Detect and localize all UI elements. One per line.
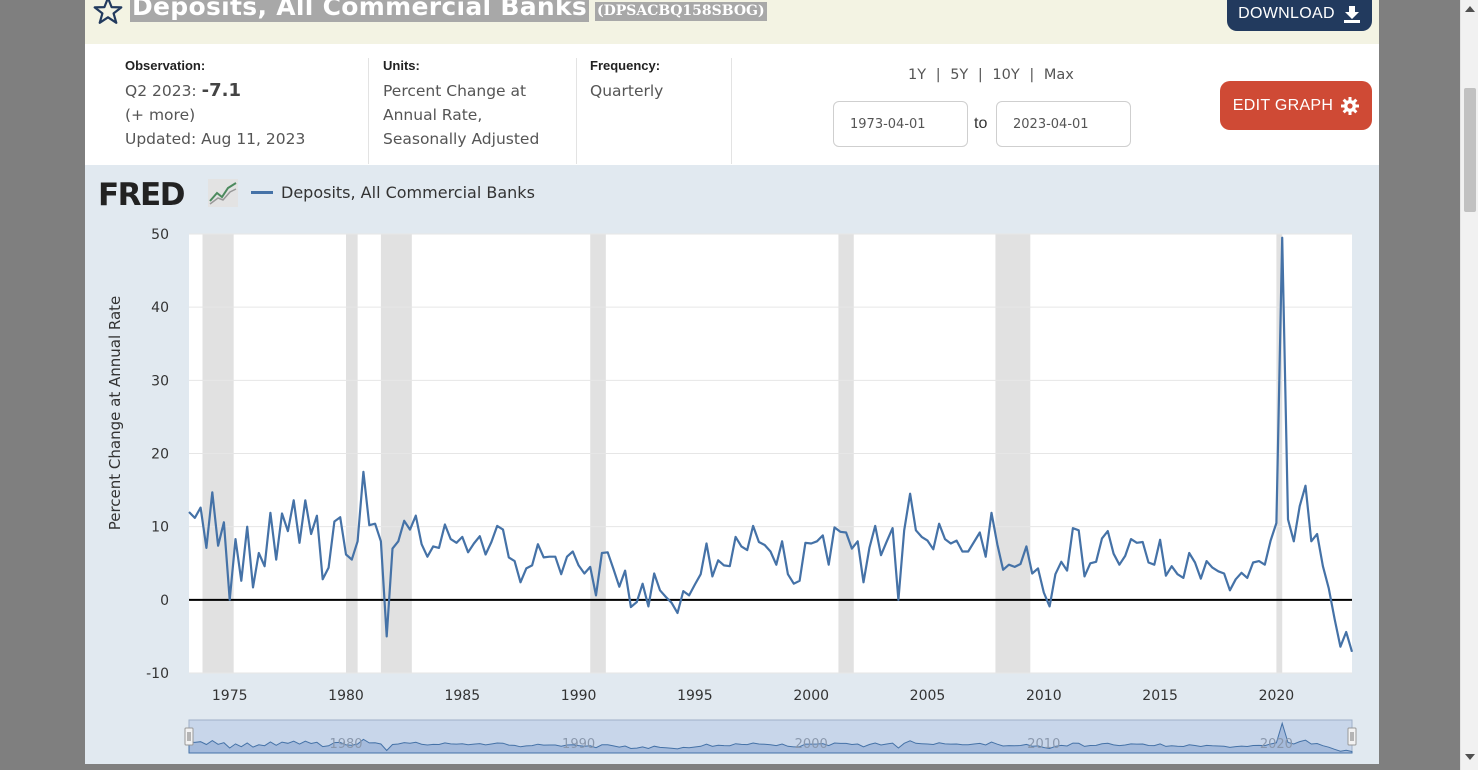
range-max-link[interactable]: Max — [1043, 67, 1074, 83]
navigator-handle[interactable] — [184, 727, 194, 746]
line-chart[interactable]: -10 0 10 20 30 40 50 1975 1980 1985 1990 1995 2000 2… — [85, 165, 1379, 764]
legend-swatch — [251, 191, 273, 194]
scroll-down-icon[interactable] — [1465, 754, 1475, 760]
navigator-label: 2020 — [1260, 737, 1293, 752]
units-block: Units: Percent Change at Annual Rate, Se… — [368, 58, 576, 164]
range-1y-link[interactable]: 1Y — [908, 67, 927, 83]
download-button[interactable]: DOWNLOAD — [1227, 0, 1372, 31]
units-label: Units: — [383, 58, 420, 73]
navigator-label: 2010 — [1027, 737, 1060, 752]
observation-label: Observation: — [125, 58, 206, 73]
units-line-3: Seasonally Adjusted — [383, 130, 540, 148]
navigator-label: 2000 — [795, 737, 828, 752]
x-tick-label: 1995 — [677, 688, 713, 704]
observation-period: Q2 2023: — [125, 82, 197, 100]
page-scrollbar[interactable] — [1460, 0, 1478, 770]
series-id: (DPSACBQ158SBOG) — [595, 2, 767, 21]
y-tick-label: 0 — [160, 593, 169, 609]
series-meta: Observation: Q2 2023: -7.1 (+ more) Upda… — [85, 44, 1379, 165]
meta-divider — [731, 58, 732, 164]
y-tick-label: -10 — [146, 666, 169, 682]
date-to-label: to — [974, 115, 988, 132]
observation-value: -7.1 — [201, 80, 241, 101]
observation-block: Observation: Q2 2023: -7.1 (+ more) Upda… — [125, 58, 368, 164]
updated-date: Updated: Aug 11, 2023 — [125, 130, 306, 148]
x-tick-label: 2020 — [1259, 688, 1295, 704]
y-tick-label: 30 — [151, 373, 169, 389]
y-axis-label: Percent Change at Annual Rate — [106, 296, 124, 531]
navigator-range — [188, 719, 1353, 754]
x-tick-label: 2015 — [1142, 688, 1178, 704]
scroll-thumb[interactable] — [1464, 88, 1476, 212]
download-label: DOWNLOAD — [1238, 4, 1335, 22]
navigator-handle[interactable] — [1347, 727, 1357, 746]
legend-label: Deposits, All Commercial Banks — [281, 183, 535, 202]
x-tick-label: 1980 — [328, 688, 364, 704]
fred-logo-text: FRED — [98, 177, 185, 213]
more-link[interactable]: (+ more) — [125, 106, 196, 124]
x-tick-label: 1990 — [561, 688, 597, 704]
series-line — [188, 236, 1354, 653]
frequency-block: Frequency: Quarterly — [576, 58, 732, 164]
y-tick-label: 50 — [151, 227, 169, 243]
edit-graph-label: EDIT GRAPH — [1232, 96, 1334, 114]
navigator-label: 1980 — [329, 737, 362, 752]
range-separator: | — [977, 67, 983, 83]
series-header: Deposits, All Commercial Banks (DPSACBQ1… — [85, 0, 1379, 44]
chart-legend[interactable]: Deposits, All Commercial Banks — [251, 183, 535, 202]
edit-graph-button[interactable]: EDIT GRAPH — [1220, 81, 1372, 130]
y-tick-label: 10 — [151, 520, 169, 536]
navigator-series — [188, 721, 1353, 754]
download-icon — [1343, 5, 1360, 23]
start-date-input[interactable]: 1973-04-01 — [833, 101, 968, 147]
units-line-1: Percent Change at — [383, 82, 527, 100]
series-title: Deposits, All Commercial Banks — [130, 0, 590, 22]
star-icon[interactable] — [92, 0, 124, 27]
chart-panel: FRED Deposits, All Commercial Banks -10 0… — [85, 165, 1379, 764]
x-tick-label: 2000 — [793, 688, 829, 704]
range-5y-link[interactable]: 5Y — [950, 67, 969, 83]
frequency-label: Frequency: — [590, 58, 661, 73]
x-tick-label: 1985 — [444, 688, 480, 704]
fred-series-page: Deposits, All Commercial Banks (DPSACBQ1… — [85, 0, 1379, 764]
frequency-value: Quarterly — [590, 82, 664, 100]
range-separator: | — [935, 67, 941, 83]
scroll-up-icon[interactable] — [1465, 6, 1475, 12]
range-links: 1Y | 5Y | 10Y | Max — [908, 67, 1074, 83]
y-tick-label: 20 — [151, 447, 169, 463]
units-line-2: Annual Rate, — [383, 106, 483, 124]
range-10y-link[interactable]: 10Y — [992, 67, 1020, 83]
observation-row: Q2 2023: -7.1 — [125, 79, 368, 103]
fred-logo-icon — [208, 179, 238, 207]
navigator-label: 1990 — [562, 737, 595, 752]
y-tick-label: 40 — [151, 300, 169, 316]
x-tick-label: 2005 — [910, 688, 946, 704]
x-tick-label: 1975 — [212, 688, 248, 704]
range-separator: | — [1029, 67, 1035, 83]
gear-icon — [1341, 96, 1360, 115]
x-tick-label: 2010 — [1026, 688, 1062, 704]
end-date-input[interactable]: 2023-04-01 — [996, 101, 1131, 147]
